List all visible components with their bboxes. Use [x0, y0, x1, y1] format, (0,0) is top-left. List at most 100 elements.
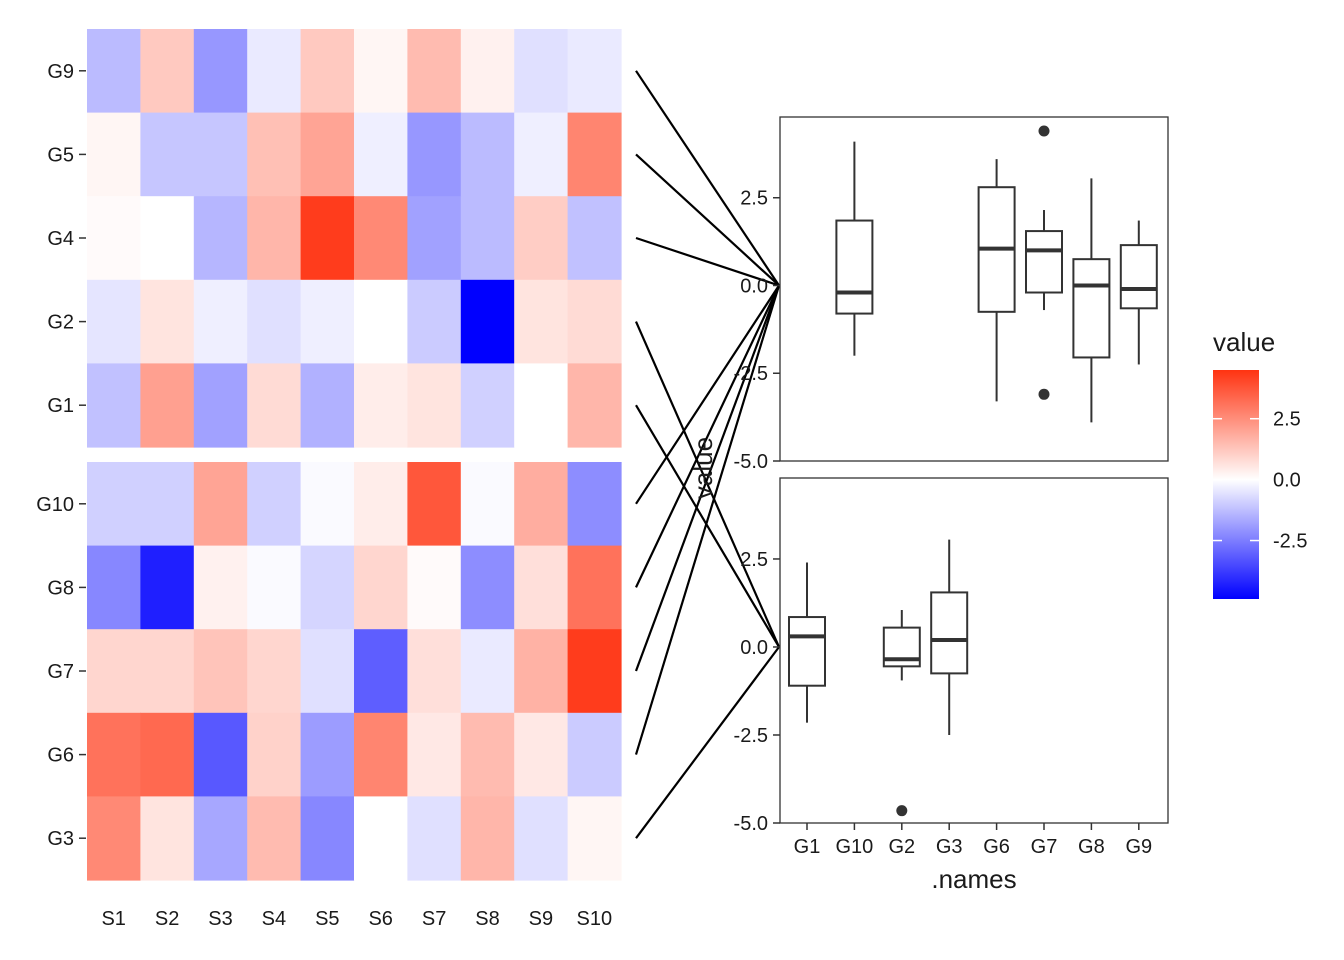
row-label: G7	[47, 661, 74, 683]
row-label: G1	[47, 395, 74, 417]
heatmap-cell	[140, 196, 195, 281]
heatmap-cell	[140, 796, 195, 881]
heatmap-cell	[300, 112, 355, 197]
heatmap-cell	[87, 712, 141, 797]
link-line	[635, 285, 780, 588]
legend-tick-label: 2.5	[1273, 409, 1301, 431]
column-label: S4	[262, 908, 286, 930]
box-G6	[977, 159, 1016, 402]
heatmap-cell	[247, 279, 302, 364]
heatmap-cell	[140, 545, 195, 630]
column-label: S1	[101, 908, 125, 930]
heatmap-cell	[567, 279, 622, 364]
heatmap-cell	[247, 796, 302, 881]
heatmap-cell	[193, 545, 248, 630]
link-line	[634, 321, 781, 648]
heatmap-cell	[354, 112, 408, 197]
heatmap-cell	[140, 29, 195, 114]
heatmap-cell	[567, 462, 622, 547]
column-label: S8	[475, 908, 499, 930]
link-line	[635, 646, 780, 839]
x-axis-title: .names	[931, 864, 1016, 894]
heatmap-cell	[407, 112, 462, 197]
heatmap-cell	[193, 796, 248, 881]
heatmap-cell	[567, 112, 622, 197]
panel-border	[779, 477, 1169, 824]
heatmap-cell	[460, 29, 515, 114]
heatmap-cell	[354, 279, 408, 364]
heatmap-cell	[514, 462, 569, 547]
box-body	[1025, 230, 1063, 294]
heatmap-cell	[407, 796, 462, 881]
heatmap-cell	[140, 712, 195, 797]
heatmap-cell	[300, 712, 355, 797]
heatmap-cell	[354, 629, 408, 714]
heatmap-cell	[354, 29, 408, 114]
box-body	[1072, 258, 1111, 359]
box-body	[930, 591, 969, 675]
heatmap-cell	[140, 363, 195, 448]
box-body	[1119, 244, 1158, 310]
heatmap-cell	[193, 462, 248, 547]
heatmap-cell	[193, 629, 248, 714]
column-label: S2	[155, 908, 179, 930]
column-label: S5	[315, 908, 339, 930]
row-label: G5	[47, 144, 74, 166]
heatmap-cell	[407, 363, 462, 448]
heatmap-cell	[514, 629, 569, 714]
heatmap-cell	[460, 545, 515, 630]
row-label: G3	[47, 828, 74, 850]
heatmap-cell	[514, 363, 569, 448]
y-tick-label: 2.5	[740, 549, 768, 571]
heatmap-cell	[567, 29, 622, 114]
heatmap-cell	[514, 279, 569, 364]
heatmap-cell	[87, 462, 141, 547]
link-lines	[634, 70, 781, 839]
row-label: G6	[47, 745, 74, 767]
heatmap-cell	[354, 462, 408, 547]
heatmap-cell	[300, 29, 355, 114]
heatmap-cell	[407, 29, 462, 114]
box-G10	[835, 141, 874, 356]
column-label: S10	[577, 908, 613, 930]
heatmap-cell	[354, 712, 408, 797]
heatmap-cell	[300, 462, 355, 547]
heatmap-cell	[87, 629, 141, 714]
heatmap-cell	[460, 796, 515, 881]
heatmap-cell	[567, 196, 622, 281]
heatmap-cell	[514, 796, 569, 881]
heatmap: G9 G5 G4 G2 G1 G10 G8 G7 G6 G3 S1 S2 S3 S4 S5 S6 S7 S8 S9 S…	[36, 29, 622, 930]
x-tick-label: G6	[983, 836, 1010, 858]
heatmap-cell	[407, 196, 462, 281]
heatmap-cell	[193, 29, 248, 114]
heatmap-cell	[354, 196, 408, 281]
heatmap-cell	[354, 363, 408, 448]
heatmap-cell	[460, 196, 515, 281]
heatmap-cell	[87, 279, 141, 364]
heatmap-cell	[300, 796, 355, 881]
heatmap-cell	[460, 712, 515, 797]
x-tick-label: G3	[936, 836, 963, 858]
heatmap-cell	[567, 796, 622, 881]
legend-tick-label: 0.0	[1273, 470, 1301, 492]
y-tick-label: 2.5	[740, 188, 768, 210]
outlier-point	[1038, 388, 1050, 400]
color-legend: value 2.5 0.0 -2.5	[1213, 327, 1307, 599]
heatmap-cell	[87, 196, 141, 281]
heatmap-cell	[140, 629, 195, 714]
heatmap-cell	[300, 629, 355, 714]
link-line	[635, 236, 780, 287]
heatmap-cell	[247, 196, 302, 281]
heatmap-cell	[407, 462, 462, 547]
heatmap-cell	[567, 545, 622, 630]
link-line	[635, 284, 780, 505]
boxplot-panels: 2.5 0.0 -2.5 -5.0 2.5 0.0 -2.5 -5.0 G1 G10 G2 G3 G6 G…	[734, 116, 1169, 858]
heatmap-cell	[193, 363, 248, 448]
heatmap-cell	[247, 629, 302, 714]
heatmap-cell	[567, 629, 622, 714]
heatmap-cell	[354, 545, 408, 630]
heatmap-cell	[514, 545, 569, 630]
box-G2	[882, 610, 921, 817]
y-axis-title: value	[688, 437, 718, 499]
row-label: G4	[47, 228, 74, 250]
